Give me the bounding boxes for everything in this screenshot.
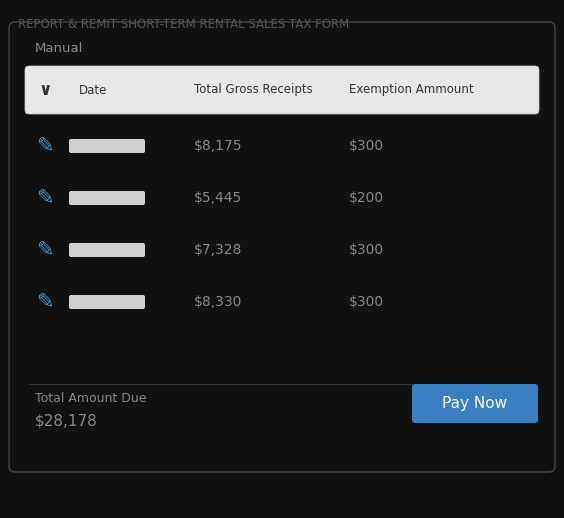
FancyBboxPatch shape xyxy=(9,22,555,472)
Text: $8,330: $8,330 xyxy=(194,295,243,309)
FancyBboxPatch shape xyxy=(69,295,145,309)
FancyBboxPatch shape xyxy=(25,66,539,114)
Text: $5,445: $5,445 xyxy=(194,191,243,205)
Text: $7,328: $7,328 xyxy=(194,243,243,257)
Text: ✎: ✎ xyxy=(36,240,54,260)
Text: Total Gross Receipts: Total Gross Receipts xyxy=(194,83,313,96)
Text: $300: $300 xyxy=(349,295,384,309)
Text: Total Amount Due: Total Amount Due xyxy=(35,392,147,405)
FancyBboxPatch shape xyxy=(412,384,538,423)
Text: ✎: ✎ xyxy=(36,292,54,312)
FancyBboxPatch shape xyxy=(69,191,145,205)
Text: $200: $200 xyxy=(349,191,384,205)
Text: ∨: ∨ xyxy=(38,81,52,99)
Text: Pay Now: Pay Now xyxy=(442,396,508,411)
Text: ✎: ✎ xyxy=(36,136,54,156)
FancyBboxPatch shape xyxy=(69,139,145,153)
Text: ✎: ✎ xyxy=(36,188,54,208)
Text: $28,178: $28,178 xyxy=(35,414,98,429)
Text: $8,175: $8,175 xyxy=(194,139,243,153)
Text: Date: Date xyxy=(79,83,107,96)
Text: $300: $300 xyxy=(349,139,384,153)
Text: Manual: Manual xyxy=(35,42,83,55)
Text: $300: $300 xyxy=(349,243,384,257)
Text: Exemption Ammount: Exemption Ammount xyxy=(349,83,474,96)
Text: REPORT & REMIT SHORT-TERM RENTAL SALES TAX FORM: REPORT & REMIT SHORT-TERM RENTAL SALES T… xyxy=(18,18,349,31)
FancyBboxPatch shape xyxy=(69,243,145,257)
